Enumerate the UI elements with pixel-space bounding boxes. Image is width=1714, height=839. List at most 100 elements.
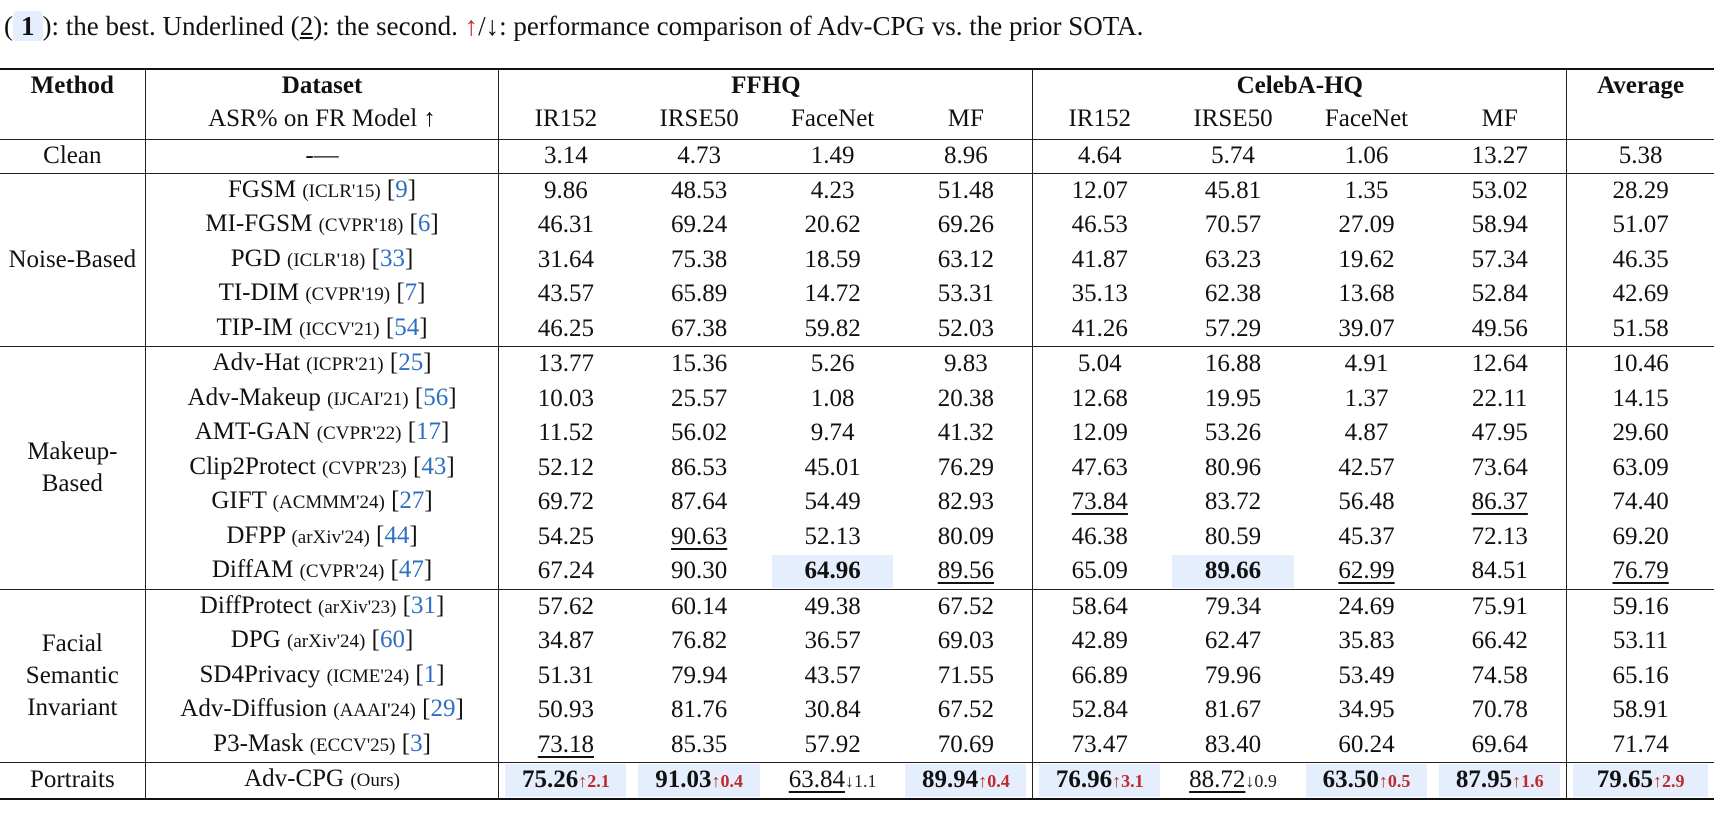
citation-link[interactable]: 9: [395, 175, 408, 203]
table-row: Adv-Diffusion (AAAI'24) [29] 50.93 81.76 30…: [0, 693, 1714, 728]
score-value: 63.50: [1322, 765, 1379, 793]
score-cell: 74.58: [1433, 658, 1568, 693]
average-subheader-empty: [1567, 103, 1714, 140]
citation-link[interactable]: 44: [384, 521, 410, 549]
group-label: Portraits: [0, 762, 146, 800]
score-cell: 1.35: [1299, 172, 1434, 208]
score-value: 54.49: [804, 488, 861, 515]
score-cell: 83.72: [1166, 485, 1299, 520]
ref-bracket-close: ]: [455, 695, 464, 722]
score-value: 62.99: [1338, 557, 1395, 584]
ref-bracket-close: ]: [404, 626, 414, 653]
score-value: 15.36: [671, 350, 728, 377]
score-cell: 53.02: [1433, 172, 1568, 208]
score-value: 70.57: [1204, 211, 1262, 238]
ref-bracket-open: [: [401, 418, 417, 445]
score-value: 57.92: [804, 730, 861, 758]
score-cell: 75.26↑2.1: [498, 762, 633, 800]
score-value: 39.07: [1338, 314, 1395, 342]
score-cell: 51.48: [899, 172, 1034, 208]
method-venue: (ACMMM'24): [272, 492, 385, 513]
score-cell: 58.64: [1032, 588, 1167, 624]
score-value: 62.38: [1204, 280, 1262, 307]
score-cell: 88.72↓0.9: [1166, 762, 1300, 800]
score-value: 52.84: [1471, 280, 1528, 307]
header-row: Method Dataset FFHQ CelebA-HQ Average: [0, 68, 1714, 103]
score-cell: 19.95: [1166, 382, 1299, 417]
score-value: 58.94: [1471, 211, 1528, 238]
citation-link[interactable]: 17: [416, 418, 442, 445]
score-value: 63.09: [1612, 453, 1669, 481]
citation-link[interactable]: 31: [410, 591, 436, 619]
citation-link[interactable]: 43: [421, 452, 447, 480]
score-value: 51.58: [1612, 314, 1669, 342]
score-value: 67.24: [537, 557, 595, 584]
method-name: SD4Privacy: [199, 660, 321, 688]
score-cell: 69.24: [632, 208, 765, 243]
table-caption: (1): the best. Underlined (2): the secon…: [4, 6, 1143, 46]
citation-link[interactable]: 3: [410, 729, 423, 757]
citation-link[interactable]: 6: [417, 210, 431, 237]
score-cell: 46.31: [499, 208, 632, 243]
citation-link[interactable]: 47: [398, 556, 424, 583]
score-value: 56.02: [671, 419, 728, 446]
method-venue: (IJCAI'21): [327, 388, 409, 410]
score-cell: 35.13: [1033, 277, 1166, 312]
average-cell: 53.11: [1567, 624, 1714, 659]
method-name: Clip2Protect: [189, 452, 316, 480]
method-name: DFPP: [226, 521, 286, 549]
citation-link[interactable]: 25: [398, 349, 424, 376]
score-cell: 72.13: [1433, 519, 1568, 554]
score-cell: 46.38: [1033, 520, 1166, 555]
ref-bracket-open: [: [390, 279, 405, 306]
method-venue: (AAAI'24): [333, 700, 416, 721]
ref-bracket-open: [: [415, 695, 431, 722]
score-cell: 89.94↑0.4: [899, 762, 1034, 800]
citation-link[interactable]: 56: [423, 383, 449, 411]
clean-row: Clean -— 3.14 4.73 1.49 8.96 4.64 5.74 1…: [0, 139, 1714, 173]
score-cell: 12.64: [1433, 346, 1568, 382]
score-cell: 70.78: [1433, 693, 1568, 728]
score-cell: 85.35: [632, 728, 765, 763]
citation-link[interactable]: 27: [399, 487, 425, 514]
score-cell: 5.74: [1166, 139, 1300, 173]
score-cell: 59.82: [766, 312, 899, 347]
citation-link[interactable]: 54: [394, 313, 420, 341]
score-cell: 73.64: [1433, 450, 1568, 485]
score-value: 12.68: [1071, 384, 1128, 412]
score-value: 79.65: [1596, 765, 1653, 793]
score-value: 53.49: [1338, 661, 1395, 689]
score-value: 73.47: [1071, 730, 1128, 758]
citation-link[interactable]: 7: [404, 279, 418, 306]
score-cell: 14.72: [766, 277, 899, 312]
ref-bracket-close: ]: [409, 521, 418, 549]
method-name-cell: Adv-Hat (ICPR'21) [25]: [145, 346, 500, 382]
citation-link[interactable]: 1: [423, 660, 437, 688]
method-name-cell: SD4Privacy (ICME'24) [1]: [145, 658, 500, 693]
score-value: 57.29: [1204, 314, 1262, 342]
citation-link[interactable]: 60: [379, 626, 405, 653]
citation-link[interactable]: 33: [379, 244, 405, 272]
score-value: 12.07: [1071, 176, 1128, 204]
score-cell: 60.24: [1300, 728, 1433, 763]
score-value: 9.83: [943, 350, 988, 377]
score-cell: 58.94: [1433, 208, 1568, 243]
method-venue: (arXiv'24): [291, 526, 370, 548]
score-cell: 63.50↑0.5: [1299, 762, 1434, 800]
method-name-cell: DiffProtect (arXiv'23) [31]: [145, 588, 500, 624]
score-cell: 43.57: [766, 659, 899, 694]
method-venue: (ICLR'15): [302, 180, 381, 202]
score-cell: 54.49: [766, 485, 899, 520]
score-value: 69.64: [1471, 730, 1528, 758]
method-name: DiffAM: [211, 556, 294, 583]
score-value: 79.96: [1204, 661, 1262, 689]
table-row: Makeup-Based Adv-Hat (ICPR'21) [25] 13.77 1…: [0, 346, 1714, 589]
score-value: 45.81: [1204, 176, 1262, 204]
citation-link[interactable]: 29: [430, 695, 456, 722]
score-value: 58.64: [1071, 592, 1128, 620]
score-cell: 4.23: [765, 172, 900, 208]
score-cell: 70.57: [1166, 208, 1299, 243]
delta-down: ↓0.9: [1245, 770, 1277, 791]
score-cell: 18.59: [766, 243, 899, 278]
score-cell: 90.63: [632, 520, 765, 555]
